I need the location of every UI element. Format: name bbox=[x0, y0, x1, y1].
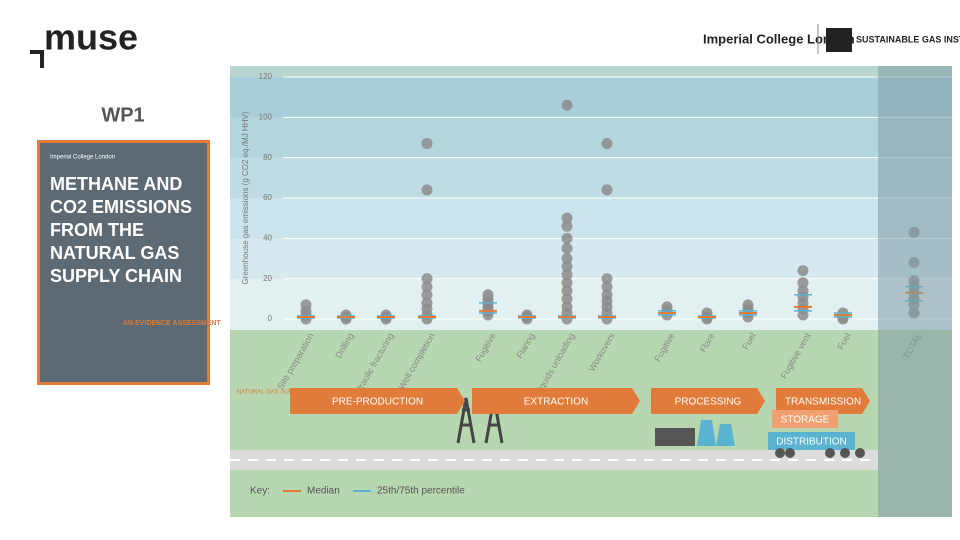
cover-subtitle: AN EVIDENCE ASSESSMENT bbox=[123, 320, 221, 327]
section-title: WP1 bbox=[101, 104, 144, 126]
cover-publisher: Imperial College London bbox=[50, 155, 115, 161]
legend-label: 25th/75th percentile bbox=[377, 486, 465, 497]
logo-text: muse bbox=[44, 17, 138, 58]
data-point bbox=[601, 138, 613, 150]
data-point bbox=[561, 301, 573, 313]
y-tick-label: 40 bbox=[263, 233, 272, 242]
stage-label: EXTRACTION bbox=[524, 397, 588, 408]
report-cover: Imperial College London METHANE AND CO2 … bbox=[37, 140, 221, 385]
data-point bbox=[797, 285, 809, 297]
data-point bbox=[561, 220, 573, 232]
data-point bbox=[421, 297, 433, 309]
truck-wheel bbox=[840, 448, 850, 458]
data-point bbox=[561, 293, 573, 305]
data-point bbox=[421, 289, 433, 301]
y-tick-label: 80 bbox=[263, 153, 272, 162]
plot-floor bbox=[230, 319, 952, 330]
data-point bbox=[561, 285, 573, 297]
data-point bbox=[482, 289, 494, 301]
data-point bbox=[421, 138, 433, 150]
data-point bbox=[561, 242, 573, 254]
truck-wheel bbox=[785, 448, 795, 458]
supply-chain-label: NATURAL GAS SUPPLY CHAIN bbox=[237, 390, 324, 396]
legend-label: Median bbox=[307, 486, 340, 497]
y-axis-label: Greenhouse gas emissions (g CO2 eq./MJ H… bbox=[241, 111, 250, 284]
stage-label: STORAGE bbox=[781, 415, 830, 426]
data-point bbox=[561, 253, 573, 264]
data-point bbox=[742, 299, 754, 311]
data-point bbox=[601, 273, 613, 285]
data-point bbox=[561, 277, 573, 289]
partner-name: Imperial College London bbox=[703, 31, 855, 46]
plant-tower bbox=[697, 420, 735, 446]
truck-wheel bbox=[855, 448, 865, 458]
wells bbox=[456, 397, 504, 444]
plot-band bbox=[230, 77, 952, 118]
data-point bbox=[601, 289, 613, 301]
truck-wheel bbox=[825, 448, 835, 458]
partner-icon bbox=[826, 28, 852, 52]
data-point bbox=[421, 281, 433, 293]
well-icon bbox=[456, 397, 476, 444]
stage-arrow bbox=[776, 388, 870, 414]
data-point bbox=[421, 273, 433, 285]
cover-title-box: METHANE AND CO2 EMISSIONS FROM THE NATUR… bbox=[50, 174, 193, 286]
y-tick-label: 60 bbox=[263, 193, 272, 202]
data-point bbox=[601, 281, 613, 293]
stage-arrow bbox=[290, 388, 465, 414]
plant-building bbox=[655, 428, 695, 446]
plot-band bbox=[230, 157, 952, 198]
data-point bbox=[797, 277, 809, 289]
data-point bbox=[561, 261, 573, 273]
data-point bbox=[661, 301, 673, 313]
y-tick-label: 0 bbox=[268, 314, 273, 323]
cover-title: METHANE AND CO2 EMISSIONS FROM THE NATUR… bbox=[50, 174, 193, 286]
legend-title: Key: bbox=[250, 486, 270, 497]
data-point bbox=[561, 269, 573, 281]
stage-label: DISTRIBUTION bbox=[776, 437, 847, 448]
logo-mark bbox=[30, 50, 44, 68]
data-point bbox=[561, 232, 573, 244]
data-point bbox=[601, 184, 613, 196]
stage-label: PROCESSING bbox=[675, 397, 742, 408]
data-point bbox=[561, 99, 573, 111]
data-point bbox=[521, 309, 533, 321]
stage-label: TRANSMISSION bbox=[785, 397, 861, 408]
stage-arrow bbox=[651, 388, 765, 414]
data-point bbox=[340, 309, 352, 321]
stage-label: PRE-PRODUCTION bbox=[332, 397, 423, 408]
stage-arrow bbox=[472, 388, 640, 414]
data-point bbox=[561, 212, 573, 224]
cover-background bbox=[40, 143, 207, 382]
plot-band bbox=[230, 117, 952, 158]
truck-wheel bbox=[775, 448, 785, 458]
plot-band bbox=[230, 238, 952, 279]
stage-arrow bbox=[772, 410, 838, 428]
plot-band bbox=[230, 198, 952, 239]
data-point bbox=[797, 265, 809, 277]
data-point bbox=[300, 299, 312, 311]
partner-name: SUSTAINABLE GAS INSTITUTE bbox=[856, 34, 960, 44]
muse-logo: muse bbox=[30, 17, 138, 68]
y-tick-label: 120 bbox=[259, 72, 273, 81]
stage-arrow bbox=[768, 432, 855, 450]
y-tick-label: 100 bbox=[259, 112, 273, 121]
data-point bbox=[380, 309, 392, 321]
data-point bbox=[421, 184, 433, 196]
y-tick-label: 20 bbox=[263, 274, 272, 283]
plant bbox=[655, 420, 735, 446]
total-column bbox=[878, 66, 952, 517]
